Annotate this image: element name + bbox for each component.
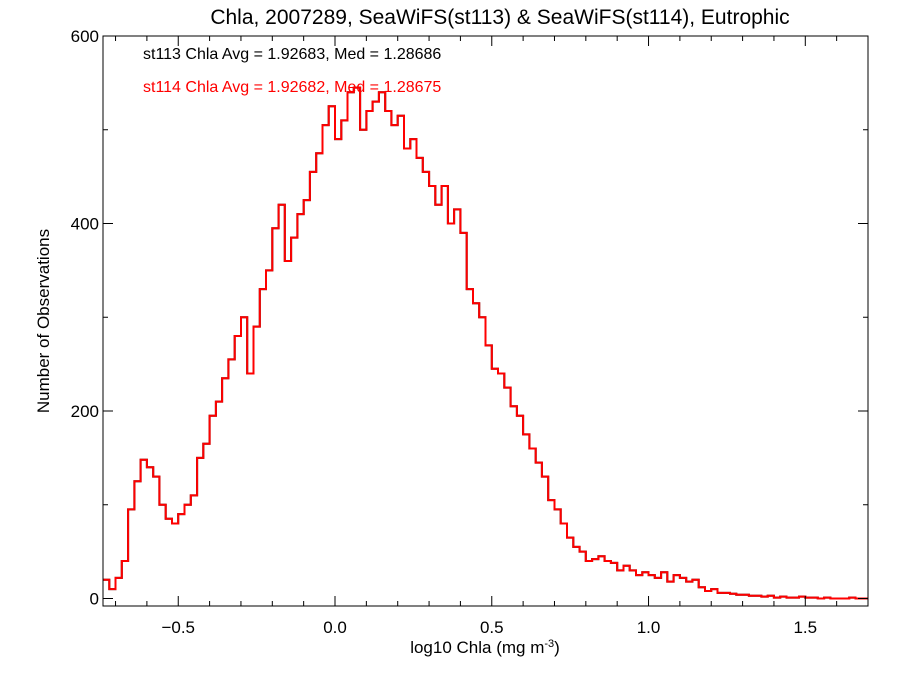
x-axis-label: log10 Chla (mg m-3)	[410, 638, 560, 657]
chart-title: Chla, 2007289, SeaWiFS(st113) & SeaWiFS(…	[210, 6, 789, 29]
x-axis-label-sup: -3	[544, 638, 554, 650]
y-axis-label: Number of Observations	[34, 229, 53, 413]
series-st114-line	[103, 86, 868, 600]
y-tick-label: 0	[90, 590, 99, 609]
x-tick-label: 1.5	[793, 618, 817, 637]
y-tick-label: 200	[71, 402, 99, 421]
x-axis-label-main: log10 Chla (mg m	[410, 638, 544, 657]
y-tick-label: 400	[71, 215, 99, 234]
series-layer	[103, 86, 868, 600]
x-tick-label: 1.0	[637, 618, 661, 637]
x-tick-label: 0.0	[323, 618, 347, 637]
x-axis-label-close: )	[554, 638, 560, 657]
annotation-st113: st113 Chla Avg = 1.92683, Med = 1.28686	[143, 46, 441, 63]
x-tick-label: −0.5	[161, 618, 195, 637]
annotation-st114: st114 Chla Avg = 1.92682, Med = 1.28675	[143, 79, 441, 96]
ticks-layer: −0.5 0.0 0.5 1.0 1.5 0 200 400 600	[71, 27, 869, 637]
x-tick-label: 0.5	[480, 618, 504, 637]
y-tick-label: 600	[71, 27, 99, 46]
plot-frame	[102, 35, 869, 607]
